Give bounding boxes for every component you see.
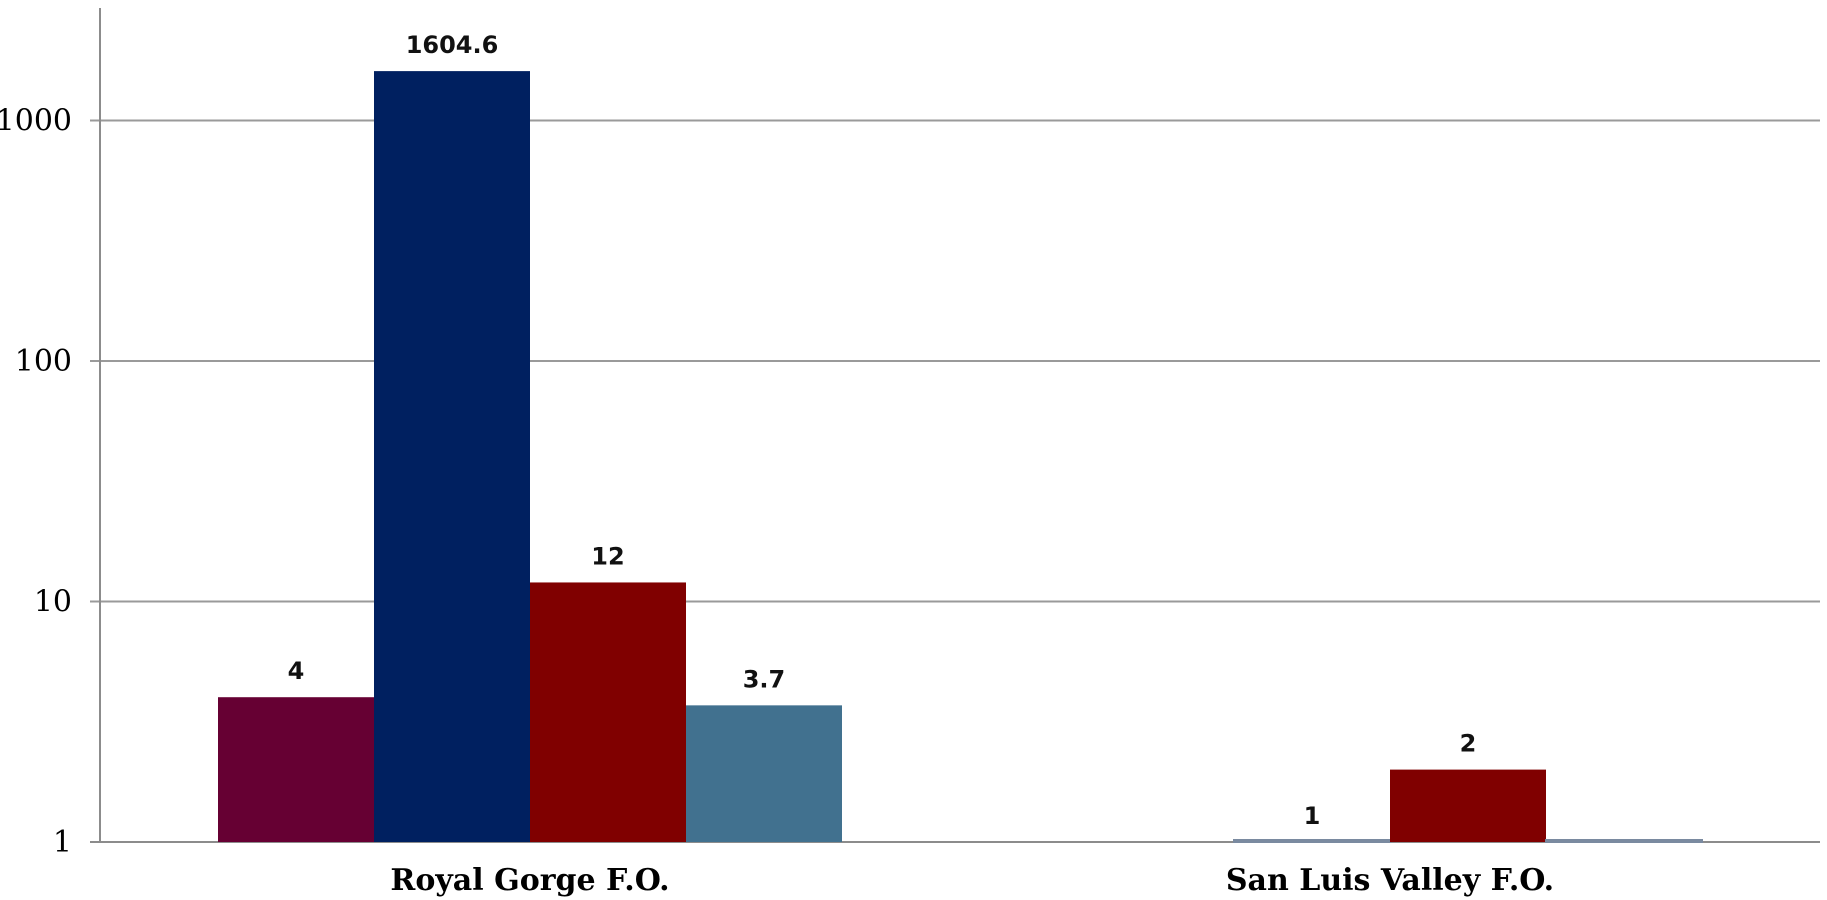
data-label: 12 bbox=[591, 542, 624, 570]
category-label: Royal Gorge F.O. bbox=[390, 863, 669, 898]
bar bbox=[686, 705, 842, 842]
data-label: 1604.6 bbox=[406, 31, 499, 59]
data-label: 1 bbox=[1304, 802, 1321, 830]
y-tick-label: 1 bbox=[53, 825, 72, 860]
bar bbox=[1390, 769, 1546, 842]
y-tick-label: 1000 bbox=[0, 104, 72, 139]
bar bbox=[1233, 839, 1391, 843]
bars bbox=[218, 71, 1703, 843]
bar bbox=[530, 582, 686, 842]
data-label: 2 bbox=[1460, 730, 1477, 758]
y-tick-label: 100 bbox=[15, 344, 72, 379]
bar bbox=[1545, 839, 1703, 843]
category-label: San Luis Valley F.O. bbox=[1226, 863, 1554, 898]
bar bbox=[374, 71, 530, 842]
data-label: 4 bbox=[288, 657, 305, 685]
bar bbox=[218, 697, 374, 842]
y-tick-label: 10 bbox=[34, 585, 72, 620]
data-label: 3.7 bbox=[743, 665, 786, 693]
